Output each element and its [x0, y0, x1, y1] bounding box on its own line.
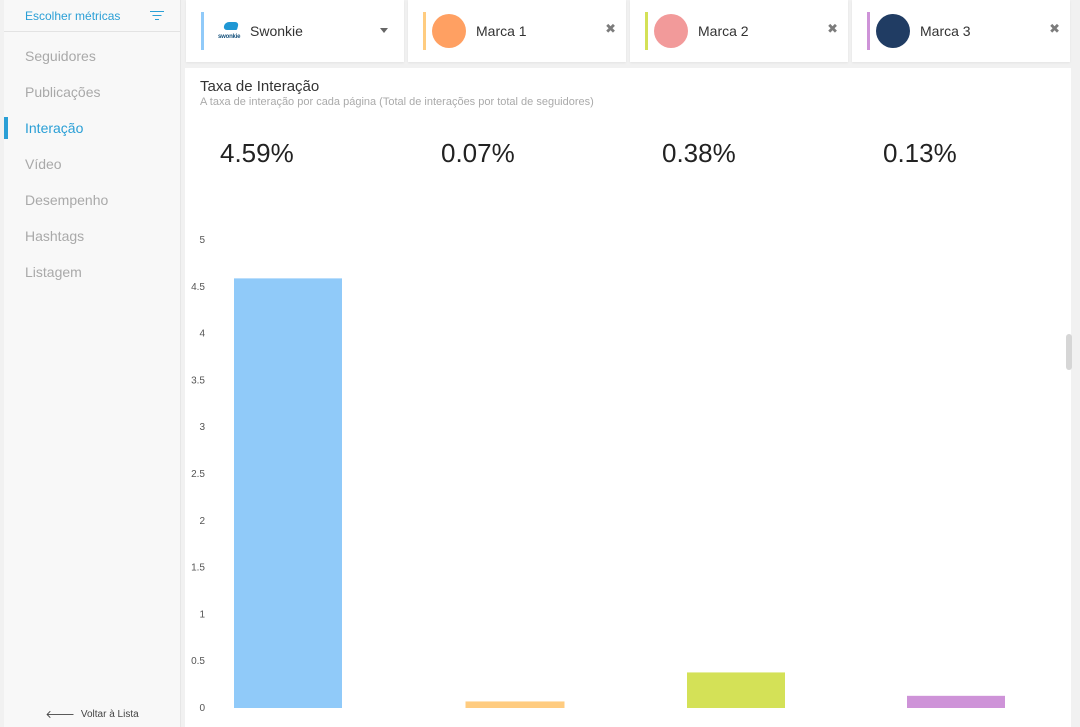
y-tick-label: 2 — [199, 516, 205, 527]
back-to-list-link[interactable]: 🡐 Voltar à Lista — [4, 707, 180, 722]
interaction-bar-chart: 0 0.5 1 1.5 2 2.5 3 3.5 4 4.5 5 — [191, 235, 1005, 714]
brand-card-marca-1: Marca 1 ✖ — [408, 0, 626, 62]
avatar — [876, 14, 910, 48]
brand-name: Marca 2 — [698, 23, 749, 39]
choose-metrics-title[interactable]: Escolher métricas — [25, 8, 121, 23]
swonkie-logo: swonkie — [218, 22, 240, 40]
sidebar-header: Escolher métricas — [4, 0, 180, 32]
y-tick-label: 1.5 — [191, 563, 205, 574]
sidebar-item-seguidores[interactable]: Seguidores — [25, 48, 96, 64]
brand-card-marca-2: Marca 2 ✖ — [630, 0, 848, 62]
swonkie-logo-wave — [222, 22, 240, 30]
y-tick-label: 3.5 — [191, 375, 205, 386]
scrollbar-thumb[interactable] — [1066, 334, 1072, 370]
sidebar-item-hashtags[interactable]: Hashtags — [25, 228, 85, 244]
close-icon[interactable]: ✖ — [605, 21, 616, 36]
y-tick-label: 5 — [199, 235, 205, 246]
value-marca-1: 0.07% — [441, 138, 515, 168]
bar-marca-3[interactable] — [907, 695, 1005, 708]
sidebar-item-desempenho[interactable]: Desempenho — [25, 192, 109, 208]
y-tick-label: 1 — [199, 609, 205, 620]
y-tick-label: 0 — [199, 703, 205, 714]
value-marca-2: 0.38% — [662, 138, 736, 168]
panel-subtitle: A taxa de interação por cada página (Tot… — [200, 96, 594, 108]
brand-name: Marca 3 — [920, 23, 971, 39]
brand-color-bar — [423, 12, 426, 50]
bar-marca-1[interactable] — [465, 701, 565, 708]
back-to-list-label: Voltar à Lista — [80, 708, 139, 720]
sidebar: Escolher métricas Seguidores Publicações… — [4, 0, 181, 727]
y-tick-label: 3 — [199, 422, 205, 433]
sidebar-item-publicacoes[interactable]: Publicações — [25, 84, 101, 100]
y-tick-label: 0.5 — [191, 656, 205, 667]
avatar — [654, 14, 688, 48]
arrow-left-icon: 🡐 — [45, 709, 75, 721]
brand-name: Swonkie — [250, 23, 303, 39]
bar-marca-2[interactable] — [687, 672, 785, 708]
interaction-rate-panel: Taxa de Interação A taxa de interação po… — [185, 68, 1071, 727]
brand-name: Marca 1 — [476, 23, 527, 39]
bar-swonkie[interactable] — [234, 278, 342, 708]
avatar — [432, 14, 466, 48]
brand-card-marca-3: Marca 3 ✖ — [852, 0, 1070, 62]
y-tick-label: 2.5 — [191, 469, 205, 480]
brand-selector-swonkie[interactable]: swonkie Swonkie — [186, 0, 404, 62]
panel-title: Taxa de Interação — [200, 78, 320, 95]
filter-icon[interactable] — [150, 10, 164, 22]
sidebar-item-video[interactable]: Vídeo — [25, 156, 62, 172]
chevron-down-icon[interactable] — [380, 28, 388, 33]
sidebar-nav: Seguidores Publicações Interação Vídeo D… — [4, 38, 180, 290]
y-tick-label: 4.5 — [191, 282, 205, 293]
sidebar-item-listagem[interactable]: Listagem — [25, 264, 82, 280]
sidebar-item-interacao[interactable]: Interação — [4, 110, 180, 146]
brand-color-bar — [645, 12, 648, 50]
swonkie-logo-text: swonkie — [218, 34, 241, 40]
close-icon[interactable]: ✖ — [827, 21, 838, 36]
close-icon[interactable]: ✖ — [1049, 21, 1060, 36]
value-swonkie: 4.59% — [220, 138, 294, 168]
brand-color-bar — [201, 12, 204, 50]
y-tick-label: 4 — [199, 329, 205, 340]
brand-color-bar — [867, 12, 870, 50]
value-marca-3: 0.13% — [883, 138, 957, 168]
